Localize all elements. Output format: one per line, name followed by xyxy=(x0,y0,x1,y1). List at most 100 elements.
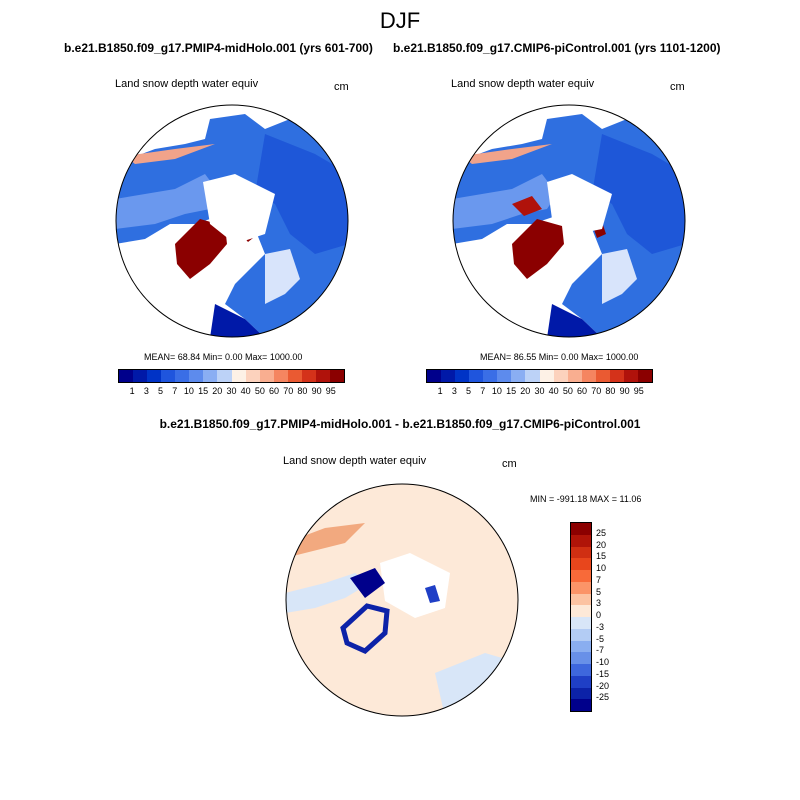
colorbar-swatch xyxy=(455,370,470,382)
colorbar-tick-label: 80 xyxy=(297,386,308,396)
colorbar-tick-label: 20 xyxy=(596,539,607,550)
colorbar-tick-label: 80 xyxy=(605,386,616,396)
panel-2-case-title: b.e21.B1850.f09_g17.CMIP6-piControl.001 … xyxy=(393,41,721,55)
colorbar-swatch xyxy=(287,370,302,382)
panel-1-colorbar xyxy=(118,369,345,383)
colorbar-tick-label: 10 xyxy=(491,386,502,396)
colorbar-swatch xyxy=(161,370,176,382)
colorbar-tick-label: 20 xyxy=(520,386,531,396)
colorbar-swatch xyxy=(595,370,610,382)
colorbar-swatch xyxy=(189,370,204,382)
panel-1-variable-label: Land snow depth water equiv xyxy=(115,78,259,90)
colorbar-tick-label: 40 xyxy=(240,386,251,396)
colorbar-swatch xyxy=(567,370,582,382)
difference-title: b.e21.B1850.f09_g17.PMIP4-midHolo.001 - … xyxy=(159,417,641,431)
panel-1-polar-map xyxy=(115,104,349,338)
colorbar-tick-label: 50 xyxy=(562,386,573,396)
colorbar-tick-label: 95 xyxy=(633,386,644,396)
colorbar-swatch xyxy=(609,370,624,382)
colorbar-tick-label: 15 xyxy=(198,386,209,396)
colorbar-swatch xyxy=(571,570,591,582)
colorbar-tick-label: 0 xyxy=(596,610,602,620)
colorbar-swatch xyxy=(571,546,591,559)
colorbar-tick-label: 1 xyxy=(437,386,443,396)
colorbar-swatch xyxy=(497,370,512,382)
colorbar-swatch xyxy=(427,370,442,382)
colorbar-swatch xyxy=(571,581,591,594)
colorbar-tick-label: -20 xyxy=(596,680,610,691)
colorbar-tick-label: 10 xyxy=(596,563,607,573)
colorbar-tick-label: 50 xyxy=(254,386,265,396)
colorbar-tick-label: 90 xyxy=(619,386,630,396)
colorbar-tick-label: 40 xyxy=(548,386,559,396)
colorbar-tick-label: 3 xyxy=(143,386,149,396)
colorbar-tick-label: 95 xyxy=(325,386,336,396)
colorbar-tick-label: -3 xyxy=(596,621,605,632)
colorbar-tick-label: -7 xyxy=(596,645,605,656)
colorbar-swatch xyxy=(469,370,484,382)
colorbar-tick-label: 5 xyxy=(466,386,472,396)
colorbar-swatch xyxy=(571,617,591,629)
colorbar-tick-label: 15 xyxy=(596,551,607,562)
colorbar-tick-label: -25 xyxy=(596,692,610,703)
colorbar-tick-label: -15 xyxy=(596,668,610,679)
colorbar-tick-label: 1 xyxy=(129,386,135,396)
colorbar-swatch xyxy=(147,370,162,382)
panel-1-units-label: cm xyxy=(334,81,349,93)
colorbar-swatch xyxy=(315,370,330,382)
colorbar-tick-label: 7 xyxy=(596,574,602,585)
panel-1-case-title: b.e21.B1850.f09_g17.PMIP4-midHolo.001 (y… xyxy=(64,41,373,55)
difference-polar-map xyxy=(285,483,519,717)
colorbar-tick-label: 5 xyxy=(596,586,602,597)
panel-2-stats: MEAN= 86.55 Min= 0.00 Max= 1000.00 xyxy=(480,352,639,362)
colorbar-swatch xyxy=(217,370,232,382)
colorbar-swatch xyxy=(571,628,591,641)
colorbar-swatch xyxy=(571,699,591,711)
difference-colorbar-ticks: 25 20 15 10 7 5 3 0 -3 -5 -7 -10 -15 -20 -25 xyxy=(596,522,626,710)
colorbar-swatch xyxy=(637,370,652,382)
colorbar-swatch xyxy=(133,370,148,382)
colorbar-swatch xyxy=(571,687,591,700)
colorbar-swatch xyxy=(539,370,554,382)
colorbar-swatch xyxy=(623,370,638,382)
colorbar-swatch xyxy=(119,370,134,382)
colorbar-swatch xyxy=(571,534,591,547)
colorbar-tick-label: 30 xyxy=(534,386,545,396)
colorbar-tick-label: 70 xyxy=(283,386,294,396)
colorbar-swatch xyxy=(571,640,591,653)
colorbar-swatch xyxy=(525,370,540,382)
colorbar-tick-label: 15 xyxy=(506,386,517,396)
colorbar-swatch xyxy=(571,523,591,535)
colorbar-tick-label: -5 xyxy=(596,633,605,644)
difference-variable-label: Land snow depth water equiv xyxy=(283,455,427,467)
colorbar-swatch xyxy=(175,370,190,382)
colorbar-swatch xyxy=(231,370,246,382)
colorbar-swatch xyxy=(571,652,591,664)
colorbar-tick-label: 3 xyxy=(451,386,457,396)
colorbar-swatch xyxy=(203,370,218,382)
colorbar-swatch xyxy=(571,558,591,570)
colorbar-tick-label: -10 xyxy=(596,657,610,667)
colorbar-swatch xyxy=(511,370,526,382)
colorbar-swatch xyxy=(259,370,274,382)
colorbar-swatch xyxy=(571,605,591,617)
colorbar-tick-label: 90 xyxy=(311,386,322,396)
main-title: DJF xyxy=(379,8,421,33)
colorbar-tick-label: 10 xyxy=(183,386,194,396)
colorbar-swatch xyxy=(441,370,456,382)
colorbar-tick-label: 20 xyxy=(212,386,223,396)
colorbar-swatch xyxy=(483,370,498,382)
colorbar-tick-label: 25 xyxy=(596,527,607,538)
panel-2-polar-map xyxy=(452,104,686,338)
colorbar-tick-label: 60 xyxy=(577,386,588,396)
panel-2-colorbar xyxy=(426,369,653,383)
colorbar-tick-label: 30 xyxy=(226,386,237,396)
colorbar-swatch xyxy=(301,370,316,382)
difference-stats: MIN = -991.18 MAX = 11.06 xyxy=(530,494,642,504)
colorbar-swatch xyxy=(553,370,568,382)
panel-1-colorbar-ticks: 1 3 5 7 10 15 20 30 40 50 60 70 80 90 95 xyxy=(118,386,345,398)
panel-2-units-label: cm xyxy=(670,81,685,93)
colorbar-swatch xyxy=(273,370,288,382)
difference-units-label: cm xyxy=(502,458,517,470)
colorbar-tick-label: 7 xyxy=(172,386,178,396)
